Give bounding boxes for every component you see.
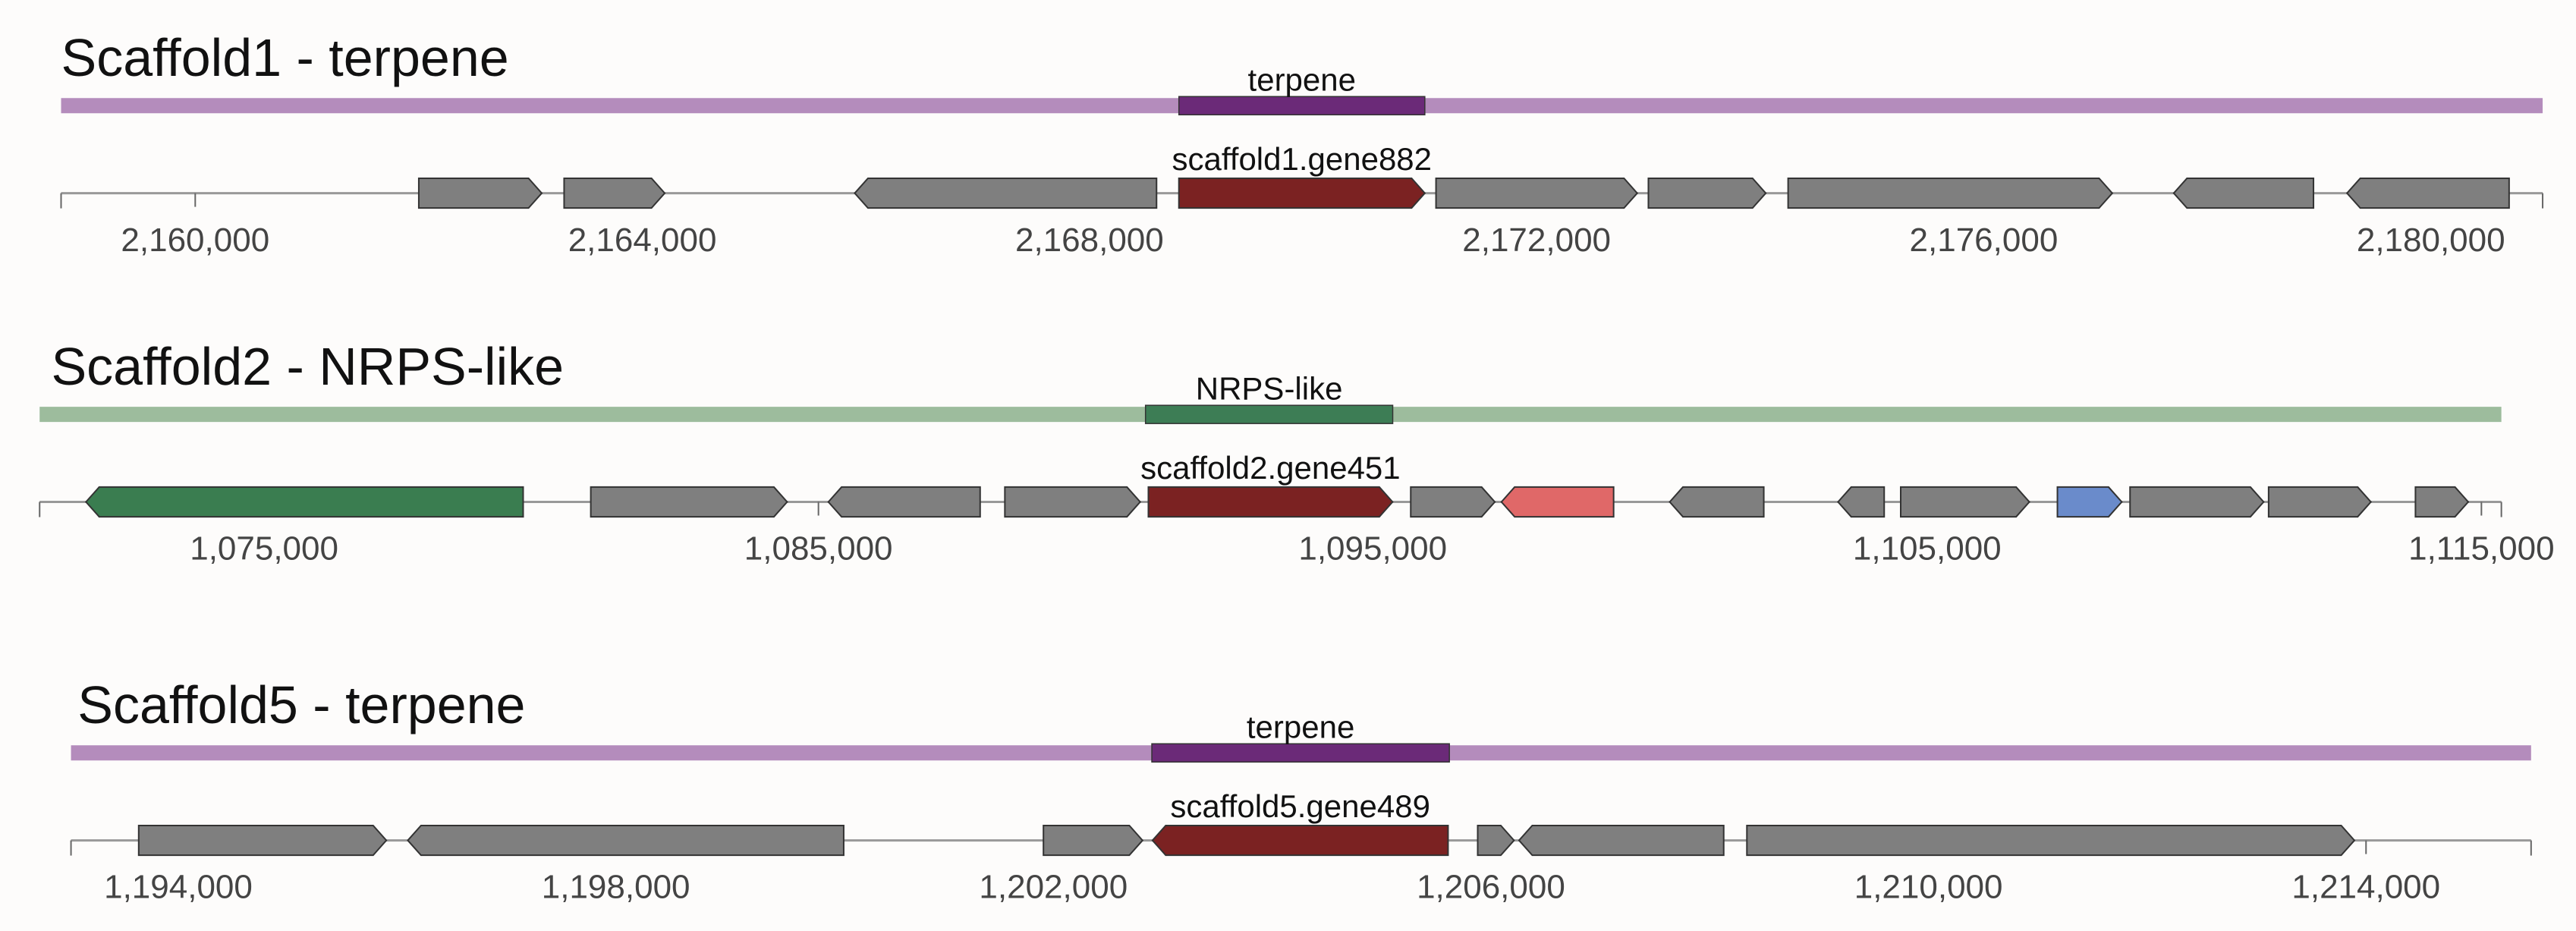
gene bbox=[1435, 178, 1639, 209]
gene bbox=[1043, 825, 1144, 857]
panel-title: Scaffold2 - NRPS-like bbox=[51, 337, 564, 396]
x-tick-label: 1,202,000 bbox=[979, 869, 1128, 906]
x-tick-label: 1,085,000 bbox=[744, 530, 893, 568]
x-tick-label: 2,164,000 bbox=[568, 222, 717, 259]
gene bbox=[1151, 825, 1449, 857]
gene bbox=[1787, 178, 2114, 209]
gene bbox=[1647, 178, 1767, 209]
cluster-region bbox=[1151, 743, 1450, 763]
gene bbox=[2056, 486, 2123, 518]
region-label: terpene bbox=[1247, 709, 1354, 745]
gene bbox=[1178, 178, 1426, 209]
x-tick-label: 1,115,000 bbox=[2408, 530, 2554, 568]
gene-label: scaffold5.gene489 bbox=[1170, 788, 1430, 824]
gene bbox=[854, 178, 1158, 209]
x-tick-label: 1,198,000 bbox=[542, 869, 690, 906]
gene bbox=[137, 825, 388, 857]
gene bbox=[417, 178, 543, 209]
gene bbox=[2267, 486, 2373, 518]
x-tick-label: 2,176,000 bbox=[1910, 222, 2059, 259]
gene bbox=[2345, 178, 2510, 209]
gene bbox=[1669, 486, 1765, 518]
x-tick-label: 2,160,000 bbox=[121, 222, 269, 259]
x-tick-label: 2,172,000 bbox=[1462, 222, 1611, 259]
gene bbox=[1477, 825, 1515, 857]
gene bbox=[827, 486, 981, 518]
gene bbox=[1518, 825, 1725, 857]
gene bbox=[590, 486, 788, 518]
x-tick-label: 1,105,000 bbox=[1853, 530, 2002, 568]
x-tick-label: 1,194,000 bbox=[104, 869, 253, 906]
gene bbox=[563, 178, 666, 209]
gene-label: scaffold1.gene882 bbox=[1172, 141, 1433, 177]
panel-title: Scaffold5 - terpene bbox=[77, 675, 525, 734]
x-tick-label: 1,214,000 bbox=[2291, 869, 2440, 906]
cluster-region bbox=[1144, 404, 1394, 424]
gene bbox=[2172, 178, 2315, 209]
gene bbox=[84, 486, 524, 518]
gene bbox=[2414, 486, 2470, 518]
x-tick-label: 1,095,000 bbox=[1298, 530, 1447, 568]
gene bbox=[1147, 486, 1394, 518]
gene-label: scaffold2.gene451 bbox=[1140, 450, 1401, 486]
gene bbox=[1746, 825, 2356, 857]
gene bbox=[1837, 486, 1886, 518]
gene bbox=[1410, 486, 1496, 518]
x-tick-label: 2,180,000 bbox=[2357, 222, 2505, 259]
region-label: terpene bbox=[1248, 62, 1356, 98]
x-tick-label: 1,075,000 bbox=[190, 530, 338, 568]
x-tick-label: 1,206,000 bbox=[1417, 869, 1565, 906]
gene bbox=[2129, 486, 2265, 518]
region-label: NRPS-like bbox=[1196, 371, 1343, 407]
panel-title: Scaffold1 - terpene bbox=[61, 28, 509, 87]
x-tick-label: 1,210,000 bbox=[1854, 869, 2003, 906]
gene bbox=[407, 825, 845, 857]
cluster-region bbox=[1178, 96, 1426, 116]
gene bbox=[1500, 486, 1615, 518]
gene bbox=[1004, 486, 1142, 518]
x-tick-label: 2,168,000 bbox=[1015, 222, 1164, 259]
gene bbox=[1900, 486, 2030, 518]
